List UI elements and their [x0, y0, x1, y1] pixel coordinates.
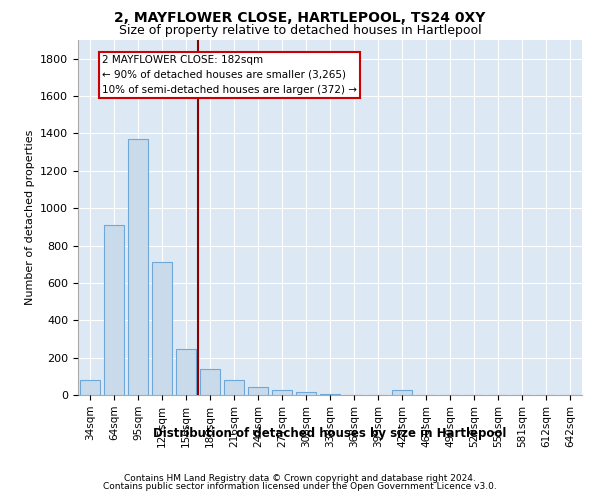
Text: 2 MAYFLOWER CLOSE: 182sqm
← 90% of detached houses are smaller (3,265)
10% of se: 2 MAYFLOWER CLOSE: 182sqm ← 90% of detac…	[102, 55, 357, 94]
Bar	[80, 380, 100, 395]
Bar	[296, 392, 316, 395]
Text: Size of property relative to detached houses in Hartlepool: Size of property relative to detached ho…	[119, 24, 481, 37]
Text: 2, MAYFLOWER CLOSE, HARTLEPOOL, TS24 0XY: 2, MAYFLOWER CLOSE, HARTLEPOOL, TS24 0XY	[115, 12, 485, 26]
Bar	[176, 349, 196, 395]
Y-axis label: Number of detached properties: Number of detached properties	[25, 130, 35, 305]
Bar	[392, 390, 412, 395]
Bar	[320, 394, 340, 395]
Bar	[104, 225, 124, 395]
Bar	[224, 380, 244, 395]
Bar	[272, 390, 292, 395]
Bar	[200, 369, 220, 395]
Bar	[128, 139, 148, 395]
Text: Contains HM Land Registry data © Crown copyright and database right 2024.: Contains HM Land Registry data © Crown c…	[124, 474, 476, 483]
Bar	[248, 386, 268, 395]
Text: Distribution of detached houses by size in Hartlepool: Distribution of detached houses by size …	[154, 428, 506, 440]
Text: Contains public sector information licensed under the Open Government Licence v3: Contains public sector information licen…	[103, 482, 497, 491]
Bar	[152, 262, 172, 395]
